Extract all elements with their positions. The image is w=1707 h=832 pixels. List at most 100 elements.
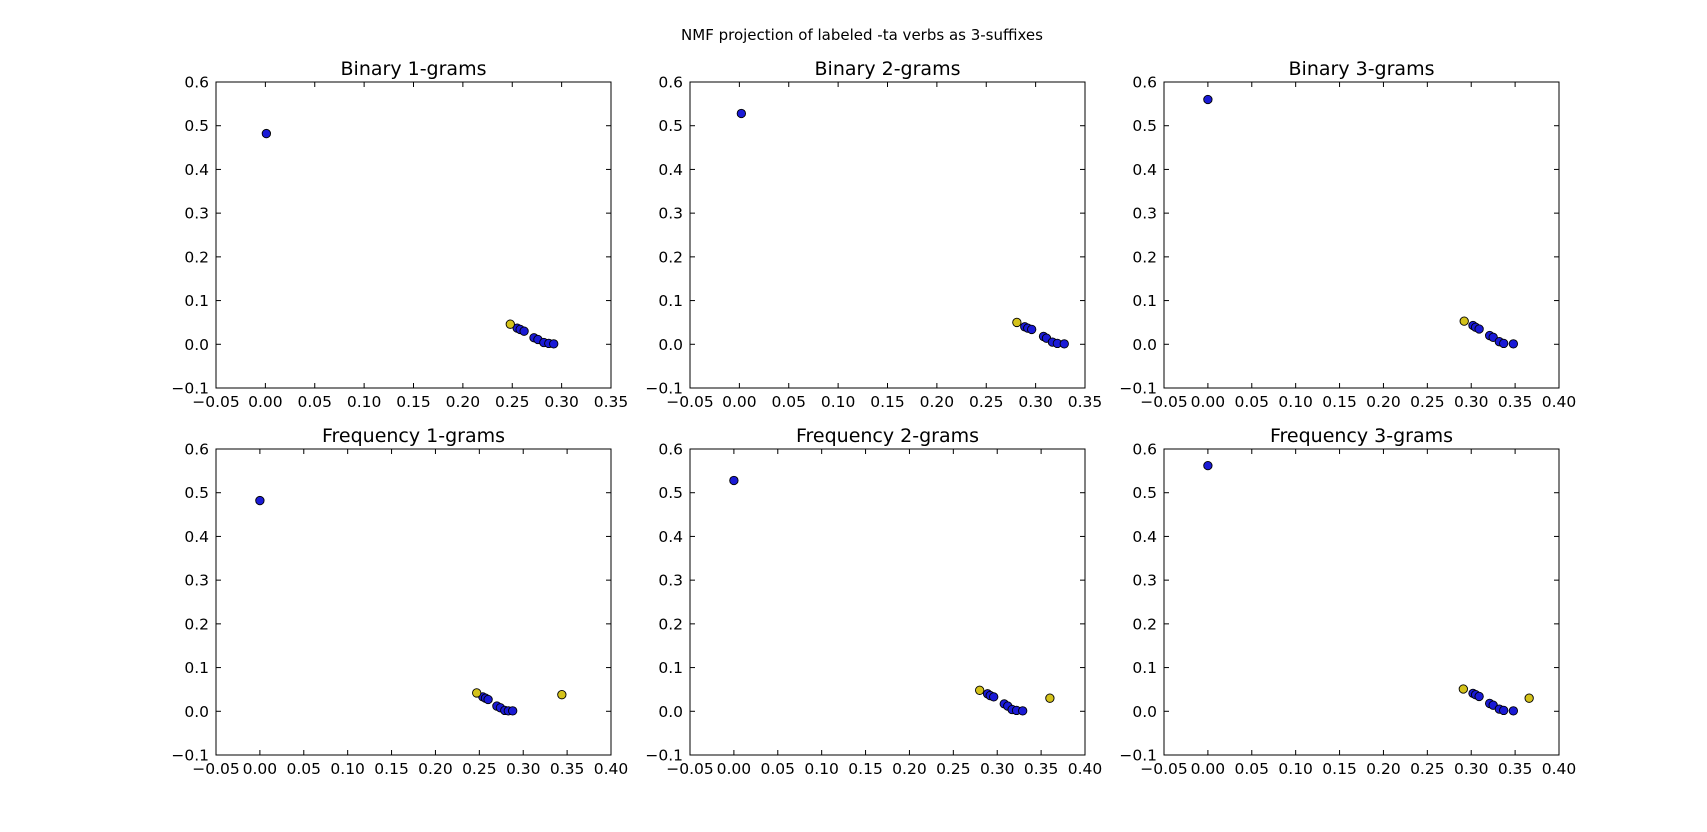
- x-tick-label: 0.35: [550, 760, 585, 778]
- y-tick-label: 0.5: [184, 117, 209, 135]
- y-tick-label: 0.4: [658, 528, 683, 546]
- x-tick-label: 0.35: [1498, 393, 1533, 411]
- x-tick-label: 0.30: [1454, 393, 1489, 411]
- x-tick-label: 0.20: [1366, 760, 1401, 778]
- y-tick-label: 0.2: [1132, 615, 1157, 633]
- x-tick-label: 0.30: [1454, 760, 1489, 778]
- x-tick-label: −0.05: [666, 393, 714, 411]
- y-tick-label: 0.3: [184, 572, 209, 590]
- x-tick-label: 0.15: [1322, 760, 1357, 778]
- series-2: [505, 319, 515, 329]
- scatter-point: [736, 108, 746, 119]
- series-2: [1012, 317, 1022, 328]
- x-tick-label: 0.20: [892, 760, 927, 778]
- axes-frame: [215, 81, 612, 389]
- y-tick-label: 0.3: [658, 572, 683, 590]
- x-tick-label: 0.25: [462, 760, 497, 778]
- scatter-point: [472, 688, 482, 698]
- subplot-title: Binary 2-grams: [815, 58, 961, 80]
- series-2: [472, 688, 567, 700]
- y-tick-label: 0.1: [1132, 659, 1157, 677]
- x-tick-label: 0.25: [1410, 393, 1445, 411]
- y-tick-label: 0.1: [658, 292, 683, 310]
- axes-frame: [689, 81, 1086, 389]
- scatter-point: [483, 694, 493, 705]
- x-tick-label: 0.35: [1068, 393, 1103, 411]
- x-tick-label: 0.10: [1278, 393, 1313, 411]
- subplot-2: Binary 2-grams −0.05 0.00 0.05 0.10 0.15 0.20 0…: [645, 58, 1102, 411]
- scatter-point: [989, 692, 999, 702]
- series-1: [729, 475, 1028, 716]
- scatter-point: [1459, 316, 1469, 326]
- subplot-1: Binary 1-grams −0.05 0.00 0.05 0.10 0.15 0.20 0…: [171, 58, 628, 411]
- series-1: [261, 128, 559, 349]
- x-tick-label: −0.05: [666, 760, 714, 778]
- x-tick-label: 0.00: [1191, 760, 1226, 778]
- y-tick-label: 0.5: [1132, 117, 1157, 135]
- y-tick-label: 0.2: [184, 248, 209, 266]
- scatter-point: [549, 339, 559, 349]
- x-tick-label: 0.10: [804, 760, 839, 778]
- y-tick-label: 0.5: [1132, 484, 1157, 502]
- x-tick-label: 0.15: [374, 760, 409, 778]
- x-tick-label: 0.35: [594, 393, 629, 411]
- y-tick-label: 0.2: [184, 615, 209, 633]
- subplot-4: Frequency 1-grams −0.05 0.00 0.05 0.10 0.15 0.…: [171, 425, 628, 778]
- subplot-title: Binary 1-grams: [341, 58, 487, 80]
- axes-frame: [215, 448, 612, 756]
- y-tick-label: −0.1: [171, 380, 209, 398]
- y-tick-label: −0.1: [645, 380, 683, 398]
- x-tick-label: 0.20: [446, 393, 481, 411]
- scatter-point: [1027, 324, 1037, 335]
- y-tick-label: 0.2: [1132, 248, 1157, 266]
- scatter-point: [1045, 693, 1055, 703]
- y-tick-label: 0.4: [184, 161, 209, 179]
- x-tick-label: 0.10: [1278, 760, 1313, 778]
- x-tick-label: 0.05: [1235, 393, 1270, 411]
- x-tick-label: 0.20: [418, 760, 453, 778]
- y-tick-label: 0.5: [658, 484, 683, 502]
- x-tick-label: 0.05: [1235, 760, 1270, 778]
- y-tick-label: 0.6: [184, 74, 209, 92]
- y-tick-label: 0.0: [184, 703, 209, 721]
- series-1: [1203, 94, 1519, 349]
- x-tick-label: 0.30: [506, 760, 541, 778]
- x-tick-label: 0.30: [544, 393, 579, 411]
- x-tick-label: 0.30: [980, 760, 1015, 778]
- y-tick-label: −0.1: [1119, 380, 1157, 398]
- y-tick-label: 0.4: [1132, 161, 1157, 179]
- series-1: [255, 495, 518, 716]
- x-tick-label: 0.40: [594, 760, 629, 778]
- x-tick-label: −0.05: [192, 760, 240, 778]
- y-tick-label: 0.1: [1132, 292, 1157, 310]
- x-tick-label: 0.15: [870, 393, 905, 411]
- x-tick-label: 0.25: [969, 393, 1004, 411]
- axes-frame: [689, 448, 1086, 756]
- y-tick-label: 0.1: [184, 659, 209, 677]
- y-tick-label: 0.3: [1132, 205, 1157, 223]
- y-tick-label: 0.0: [658, 703, 683, 721]
- scatter-point: [1018, 706, 1028, 716]
- y-tick-label: 0.5: [658, 117, 683, 135]
- series-1: [736, 108, 1069, 349]
- figure-title: NMF projection of labeled -ta verbs as 3…: [681, 26, 1043, 44]
- scatter-point: [975, 685, 985, 695]
- subplot-6: Frequency 3-grams −0.05 0.00 0.05 0.10 0.15 0.…: [1119, 425, 1576, 778]
- scatter-point: [1524, 693, 1534, 703]
- x-tick-label: 0.15: [396, 393, 431, 411]
- scatter-point: [557, 690, 567, 700]
- x-tick-label: 0.20: [1366, 393, 1401, 411]
- y-tick-label: 0.0: [1132, 336, 1157, 354]
- scatter-point: [1059, 339, 1069, 349]
- y-tick-label: 0.6: [1132, 441, 1157, 459]
- scatter-point: [519, 326, 529, 336]
- y-tick-label: 0.2: [658, 248, 683, 266]
- y-tick-label: 0.5: [184, 484, 209, 502]
- x-tick-label: 0.25: [495, 393, 530, 411]
- subplot-title: Frequency 2-grams: [796, 425, 979, 447]
- x-tick-label: 0.00: [248, 393, 283, 411]
- subplot-title: Frequency 3-grams: [1270, 425, 1453, 447]
- x-tick-label: 0.35: [1024, 760, 1059, 778]
- y-tick-label: 0.0: [184, 336, 209, 354]
